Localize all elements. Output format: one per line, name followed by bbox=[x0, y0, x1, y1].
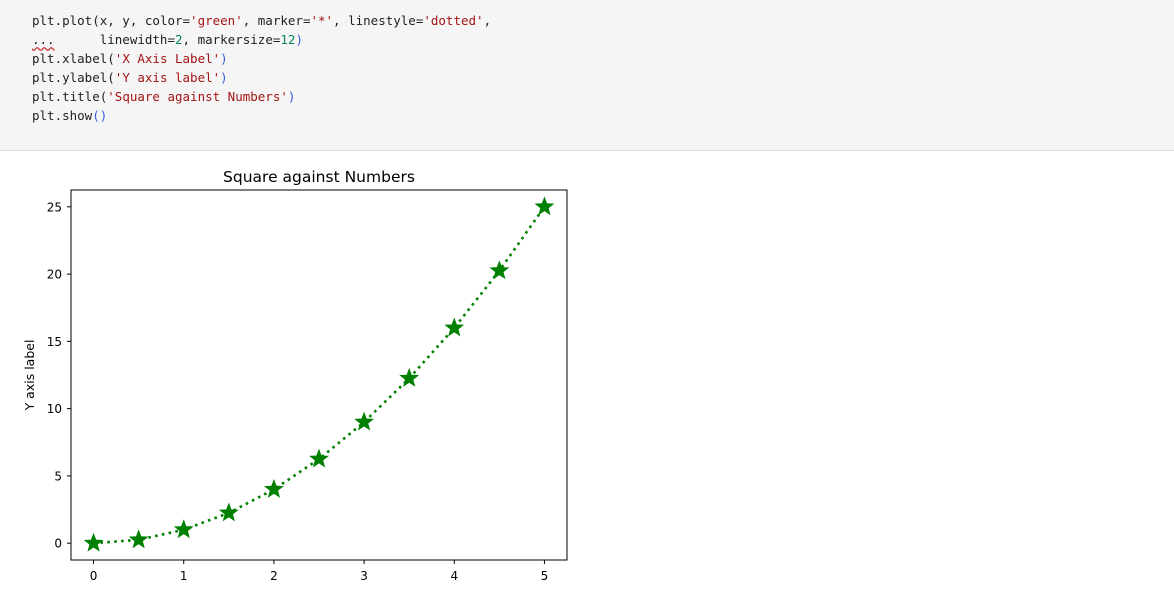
y-axis-label: Y axis label bbox=[22, 340, 37, 412]
code-token: plt.show bbox=[32, 108, 93, 123]
code-line: plt.title('Square against Numbers') bbox=[32, 87, 491, 106]
data-point-star bbox=[444, 317, 465, 337]
data-point-star bbox=[128, 529, 149, 549]
code-token: x, y, color= bbox=[99, 13, 191, 28]
code-token: 'Square against Numbers' bbox=[107, 89, 288, 104]
data-point-star bbox=[264, 478, 284, 498]
x-tick-label: 4 bbox=[450, 569, 458, 583]
code-token: plt.ylabel( bbox=[32, 70, 115, 85]
y-tick-label: 15 bbox=[47, 335, 62, 349]
x-tick-label: 5 bbox=[541, 569, 549, 583]
x-tick-label: 2 bbox=[270, 569, 278, 583]
y-tick-label: 25 bbox=[47, 200, 62, 214]
code-token: ) bbox=[295, 32, 303, 47]
y-tick-label: 20 bbox=[47, 268, 62, 282]
code-token: 12 bbox=[280, 32, 296, 47]
data-point-star bbox=[354, 411, 374, 431]
code-token: plt.xlabel( bbox=[32, 51, 115, 66]
code-token: , marker= bbox=[242, 13, 311, 28]
code-line: plt.ylabel('Y axis label') bbox=[32, 68, 491, 87]
code-token: ) bbox=[220, 51, 228, 66]
code-token: 'green' bbox=[190, 13, 243, 28]
code-line: plt.plot(x, y, color='green', marker='*'… bbox=[32, 11, 491, 30]
line-chart: Square against Numbers Y axis label 0 1 2 3 4 5… bbox=[22, 168, 568, 583]
output-area: Square against Numbers Y axis label 0 1 2 3 4 5… bbox=[0, 151, 1174, 587]
code-token: 'dotted' bbox=[423, 13, 484, 28]
continuation-prompt: ... bbox=[32, 32, 55, 47]
code-token: plt.plot( bbox=[32, 13, 100, 28]
series-line bbox=[93, 206, 546, 545]
code-token: , linestyle= bbox=[333, 13, 424, 28]
code-token: ) bbox=[287, 89, 296, 104]
code-token: , markersize= bbox=[182, 32, 281, 47]
data-point-star bbox=[399, 367, 420, 387]
code-line: plt.show() bbox=[32, 106, 491, 125]
code-cell[interactable]: plt.plot(x, y, color='green', marker='*'… bbox=[0, 0, 1174, 151]
data-point-star bbox=[83, 532, 104, 552]
code-token: '*' bbox=[310, 13, 334, 28]
data-point-star bbox=[309, 448, 329, 468]
code-token: 'X Axis Label' bbox=[114, 51, 221, 66]
y-tick-label: 0 bbox=[54, 537, 62, 551]
code-line: plt.xlabel('X Axis Label') bbox=[32, 49, 491, 68]
code-token: plt.title( bbox=[32, 89, 108, 104]
code-token: linewidth= bbox=[54, 32, 175, 47]
code-token: 'Y axis label' bbox=[114, 70, 221, 85]
code-token: () bbox=[92, 108, 108, 123]
code-editor[interactable]: plt.plot(x, y, color='green', marker='*'… bbox=[32, 11, 491, 125]
plot-frame bbox=[70, 189, 568, 561]
y-tick-label: 5 bbox=[54, 469, 62, 483]
code-token: ) bbox=[220, 70, 228, 85]
x-tick-label: 0 bbox=[90, 569, 98, 583]
code-token: 2 bbox=[175, 32, 183, 47]
data-point-star bbox=[534, 196, 555, 216]
code-line: ... linewidth=2, markersize=12) bbox=[32, 30, 491, 49]
data-point-star bbox=[489, 260, 510, 280]
x-tick-label: 1 bbox=[180, 569, 188, 583]
data-point-star bbox=[218, 502, 239, 522]
code-token: , bbox=[483, 13, 492, 28]
y-tick-label: 10 bbox=[47, 402, 62, 416]
x-tick-label: 3 bbox=[360, 569, 368, 583]
data-point-star bbox=[173, 519, 194, 539]
chart-title: Square against Numbers bbox=[223, 168, 415, 186]
